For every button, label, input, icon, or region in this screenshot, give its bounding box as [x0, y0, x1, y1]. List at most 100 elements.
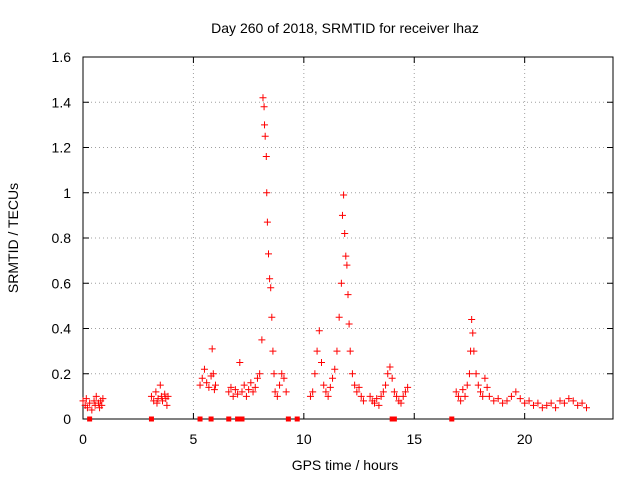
- data-point: [474, 381, 482, 389]
- data-point: [90, 397, 98, 405]
- data-point: [534, 399, 542, 407]
- data-point: [251, 383, 259, 391]
- data-point: [82, 395, 90, 403]
- data-point: [355, 383, 363, 391]
- data-point: [236, 358, 244, 366]
- baseline-marker: [197, 416, 203, 422]
- data-point: [242, 392, 250, 400]
- data-point: [401, 388, 409, 396]
- y-tick-label: 1.2: [52, 140, 72, 156]
- data-point: [313, 347, 321, 355]
- x-tick-label: 20: [517, 431, 533, 447]
- data-point: [574, 401, 582, 409]
- data-point: [147, 392, 155, 400]
- data-point: [379, 388, 387, 396]
- data-point: [249, 388, 257, 396]
- data-point: [318, 358, 325, 366]
- data-point: [265, 250, 272, 258]
- y-axis-label: SRMTID / TECUs: [5, 183, 21, 293]
- data-point: [258, 336, 266, 344]
- data-point: [357, 392, 365, 400]
- data-point: [209, 370, 217, 378]
- data-point: [390, 388, 398, 396]
- data-point: [384, 370, 392, 378]
- data-point: [278, 370, 286, 378]
- data-point: [306, 392, 314, 400]
- axis-ticks: 0 0.2 0.4 0.6 0.8 1 1.2 1.4 1.6 0 5 10 15 20: [52, 49, 613, 447]
- data-point: [231, 386, 239, 394]
- data-point: [326, 383, 334, 391]
- data-point: [88, 406, 96, 414]
- data-point: [461, 392, 469, 400]
- baseline-marker: [391, 416, 397, 422]
- data-point: [569, 397, 577, 405]
- data-point: [552, 404, 560, 412]
- data-point: [205, 383, 213, 391]
- data-point: [465, 370, 473, 378]
- data-point: [459, 386, 467, 394]
- y-tick-label: 0.6: [52, 275, 72, 291]
- data-point: [454, 392, 462, 400]
- data-point: [490, 397, 498, 405]
- y-tick-label: 1.6: [52, 49, 72, 65]
- data-point: [399, 392, 407, 400]
- data-point: [164, 392, 172, 400]
- x-tick-label: 5: [190, 431, 198, 447]
- data-point: [499, 399, 507, 407]
- data-point: [463, 381, 471, 389]
- data-point: [238, 388, 246, 396]
- data-point: [329, 374, 337, 382]
- data-point: [309, 388, 317, 396]
- x-tick-label: 10: [296, 431, 312, 447]
- data-point: [344, 291, 352, 299]
- baseline-marker: [226, 416, 232, 422]
- baseline-marker: [148, 416, 154, 422]
- data-point: [234, 390, 242, 398]
- data-point: [388, 374, 396, 382]
- data-point: [152, 388, 160, 396]
- grid: [83, 57, 613, 419]
- x-tick-label: 15: [406, 431, 422, 447]
- data-point: [341, 229, 349, 237]
- data-point: [404, 383, 412, 391]
- data-point: [333, 347, 341, 355]
- data-point: [337, 279, 345, 287]
- data-point: [269, 347, 277, 355]
- data-point: [503, 397, 511, 405]
- data-point: [163, 401, 171, 409]
- data-point: [267, 284, 275, 292]
- data-point: [253, 374, 261, 382]
- data-point: [268, 313, 276, 321]
- data-point: [477, 388, 484, 396]
- data-point: [343, 261, 351, 269]
- data-point: [397, 399, 405, 407]
- data-point: [560, 399, 568, 407]
- baseline-marker: [239, 416, 245, 422]
- data-point: [479, 392, 487, 400]
- baseline-marker: [294, 416, 300, 422]
- data-point: [516, 395, 524, 403]
- baseline-marker: [235, 416, 241, 422]
- data-point: [262, 153, 270, 161]
- data-point: [538, 404, 546, 412]
- data-point: [335, 313, 343, 321]
- chart-title: Day 260 of 2018, SRMTID for receiver lha…: [211, 20, 479, 36]
- y-tick-label: 0.8: [52, 230, 72, 246]
- data-point: [320, 381, 328, 389]
- data-point: [481, 374, 489, 382]
- data-point: [92, 392, 100, 400]
- data-point: [311, 370, 319, 378]
- data-point: [208, 345, 216, 353]
- data-point: [256, 370, 264, 378]
- data-point: [457, 397, 465, 405]
- data-point: [348, 370, 356, 378]
- data-point: [525, 397, 533, 405]
- data-point: [373, 395, 381, 403]
- data-point: [315, 327, 323, 335]
- data-point: [578, 399, 586, 407]
- data-point: [270, 370, 278, 378]
- data-point: [203, 379, 211, 387]
- data-point: [156, 381, 164, 389]
- data-point: [282, 388, 290, 396]
